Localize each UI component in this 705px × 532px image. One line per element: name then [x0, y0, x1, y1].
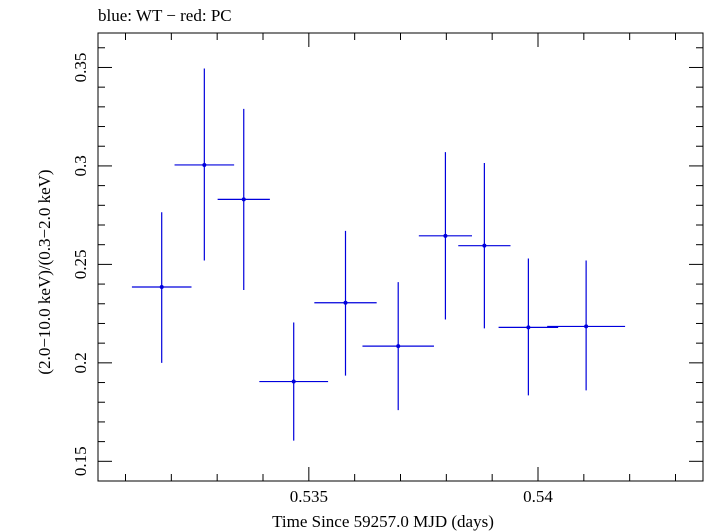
point-marker	[396, 344, 401, 349]
axis-ticks: 0.15 0.2 0.25 0.3 0.35 0.535 0.54	[71, 33, 703, 506]
y-tick-label: 0.15	[71, 446, 90, 476]
data-point-wt	[547, 260, 626, 391]
plot-frame	[97, 32, 704, 482]
data-point-wt	[314, 230, 377, 376]
data-point-wt	[217, 108, 270, 290]
x-axis-label: Time Since 59257.0 MJD (days)	[272, 512, 494, 531]
point-marker	[241, 197, 246, 202]
chart-title: blue: WT − red: PC	[98, 6, 232, 25]
point-marker	[526, 325, 531, 330]
y-tick-label: 0.35	[71, 53, 90, 83]
x-tick-label: 0.54	[523, 487, 553, 506]
y-tick-label: 0.2	[71, 352, 90, 373]
data-point-wt	[174, 68, 235, 261]
y-axis-label: (2.0−10.0 keV)/(0.3−2.0 keV)	[35, 169, 54, 374]
point-marker	[202, 162, 207, 167]
point-marker	[291, 379, 296, 384]
data-point-wt	[259, 322, 329, 441]
y-tick-label: 0.25	[71, 250, 90, 280]
data-point-wt	[362, 282, 434, 411]
data-point-wt	[458, 162, 511, 329]
point-marker	[343, 300, 348, 305]
y-tick-label: 0.3	[71, 155, 90, 176]
data-marks	[131, 68, 626, 441]
x-tick-label: 0.535	[290, 487, 328, 506]
data-point-wt	[418, 152, 472, 320]
point-marker	[482, 243, 487, 248]
point-marker	[584, 324, 589, 329]
point-marker	[159, 285, 164, 290]
point-marker	[443, 233, 448, 238]
data-point-wt	[498, 258, 559, 396]
data-point-wt	[131, 212, 192, 363]
